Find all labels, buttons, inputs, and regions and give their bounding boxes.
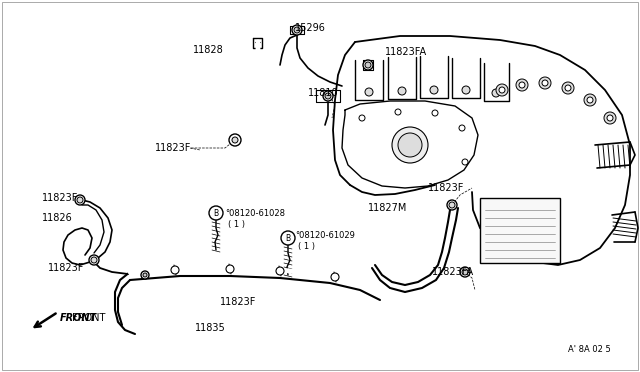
Text: A' 8A 02 5: A' 8A 02 5 bbox=[568, 346, 611, 355]
Circle shape bbox=[492, 89, 500, 97]
Circle shape bbox=[209, 206, 223, 220]
Circle shape bbox=[363, 60, 373, 70]
Circle shape bbox=[398, 87, 406, 95]
Circle shape bbox=[565, 85, 571, 91]
Circle shape bbox=[499, 87, 505, 93]
Text: 11823F: 11823F bbox=[428, 183, 465, 193]
Circle shape bbox=[562, 82, 574, 94]
Circle shape bbox=[459, 125, 465, 131]
Text: 11823F: 11823F bbox=[42, 193, 78, 203]
Text: 11823FA: 11823FA bbox=[385, 47, 427, 57]
Circle shape bbox=[462, 86, 470, 94]
Text: 11828: 11828 bbox=[193, 45, 224, 55]
Circle shape bbox=[462, 159, 468, 165]
Circle shape bbox=[171, 266, 179, 274]
Text: B: B bbox=[213, 208, 219, 218]
Circle shape bbox=[226, 265, 234, 273]
Circle shape bbox=[294, 27, 300, 33]
Text: 15296: 15296 bbox=[295, 23, 326, 33]
Circle shape bbox=[447, 200, 457, 210]
Circle shape bbox=[141, 271, 149, 279]
Circle shape bbox=[365, 88, 373, 96]
Text: °08120-61028: °08120-61028 bbox=[225, 208, 285, 218]
Text: ( 1 ): ( 1 ) bbox=[298, 241, 315, 250]
Circle shape bbox=[229, 134, 241, 146]
Circle shape bbox=[587, 97, 593, 103]
Circle shape bbox=[365, 62, 371, 68]
Circle shape bbox=[516, 79, 528, 91]
Text: 11823F: 11823F bbox=[48, 263, 84, 273]
Circle shape bbox=[89, 255, 99, 265]
Text: 11835: 11835 bbox=[195, 323, 226, 333]
Circle shape bbox=[462, 269, 468, 275]
Circle shape bbox=[395, 109, 401, 115]
Text: FRONT: FRONT bbox=[60, 313, 97, 323]
Text: °08120-61029: °08120-61029 bbox=[295, 231, 355, 240]
Circle shape bbox=[496, 84, 508, 96]
Circle shape bbox=[276, 267, 284, 275]
Text: 11823FA: 11823FA bbox=[432, 267, 474, 277]
Text: 11823F: 11823F bbox=[155, 143, 191, 153]
Circle shape bbox=[331, 273, 339, 281]
Circle shape bbox=[77, 197, 83, 203]
Circle shape bbox=[432, 110, 438, 116]
Circle shape bbox=[281, 231, 295, 245]
Circle shape bbox=[542, 80, 548, 86]
Circle shape bbox=[584, 94, 596, 106]
Circle shape bbox=[325, 93, 331, 99]
Circle shape bbox=[519, 82, 525, 88]
Circle shape bbox=[460, 267, 470, 277]
Text: 11823F: 11823F bbox=[220, 297, 257, 307]
Text: 11826: 11826 bbox=[42, 213, 73, 223]
Circle shape bbox=[143, 273, 147, 277]
Circle shape bbox=[430, 86, 438, 94]
Circle shape bbox=[392, 127, 428, 163]
Circle shape bbox=[91, 257, 97, 263]
Circle shape bbox=[398, 133, 422, 157]
Circle shape bbox=[359, 115, 365, 121]
Text: 11827M: 11827M bbox=[368, 203, 408, 213]
Text: ( 1 ): ( 1 ) bbox=[228, 219, 245, 228]
Circle shape bbox=[604, 112, 616, 124]
Circle shape bbox=[75, 195, 85, 205]
Text: B: B bbox=[285, 234, 291, 243]
Circle shape bbox=[323, 91, 333, 101]
Circle shape bbox=[292, 25, 302, 35]
Text: FRONT: FRONT bbox=[72, 313, 106, 323]
Circle shape bbox=[449, 202, 455, 208]
Circle shape bbox=[539, 77, 551, 89]
Text: 11810: 11810 bbox=[308, 88, 339, 98]
Circle shape bbox=[232, 137, 238, 143]
Bar bbox=[480, 198, 560, 263]
Circle shape bbox=[607, 115, 613, 121]
